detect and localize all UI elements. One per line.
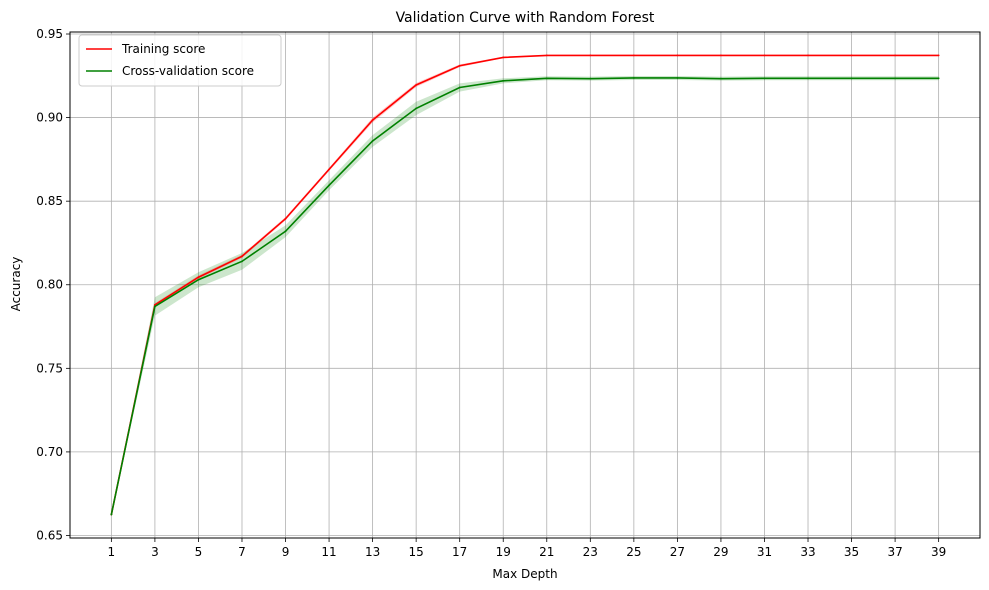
x-tick-label: 1: [108, 545, 116, 559]
grid: [70, 32, 980, 538]
data-point: [284, 230, 287, 233]
series-line-0: [110, 54, 939, 515]
y-tick-label: 0.95: [36, 27, 63, 41]
x-tick-label: 17: [452, 545, 467, 559]
data-point: [545, 77, 548, 80]
y-tick-label: 0.75: [36, 361, 63, 375]
x-tick-label: 29: [713, 545, 728, 559]
data-point: [589, 77, 592, 80]
data-point: [937, 54, 940, 57]
chart-title: Validation Curve with Random Forest: [396, 10, 655, 26]
data-point: [720, 54, 722, 57]
data-point: [328, 184, 330, 187]
x-tick-label: 39: [931, 545, 946, 559]
data-point: [676, 77, 679, 79]
x-tick-label: 33: [800, 545, 815, 559]
data-point: [894, 54, 896, 57]
data-point: [371, 119, 374, 121]
legend-label-0: Training score: [121, 42, 205, 56]
data-point: [328, 168, 330, 171]
data-point: [197, 278, 200, 281]
data-point: [371, 140, 374, 142]
y-tick-label: 0.65: [36, 528, 63, 542]
data-point: [458, 64, 461, 67]
std-band-0: [111, 54, 939, 516]
series-lines: [110, 54, 940, 516]
data-point: [894, 77, 896, 80]
x-tick-label: 19: [496, 545, 511, 559]
data-point: [458, 86, 461, 89]
x-tick-label: 31: [757, 545, 772, 559]
x-tick-label: 7: [238, 545, 246, 559]
data-point: [632, 77, 635, 79]
x-axis-label: Max Depth: [492, 567, 557, 581]
y-tick-label: 0.85: [36, 194, 63, 208]
x-tick-label: 15: [409, 545, 424, 559]
x-tick-label: 25: [626, 545, 641, 559]
x-axis-ticks: 1 3 5 7 9 11 13 15 17 19 21 23 25 27 29 31 33 35 37 39: [108, 538, 946, 559]
legend-label-1: Cross-validation score: [122, 64, 254, 78]
data-point: [850, 77, 853, 80]
std-band-1: [111, 75, 939, 516]
legend: Training score Cross-validation score: [78, 34, 282, 87]
data-point: [197, 276, 200, 279]
std-bands: [111, 54, 939, 516]
data-point: [937, 77, 940, 80]
x-tick-label: 9: [282, 545, 290, 559]
x-tick-label: 37: [887, 545, 902, 559]
data-point: [284, 217, 287, 220]
data-point: [763, 77, 766, 80]
data-point: [154, 303, 156, 306]
data-point: [720, 77, 722, 80]
data-point: [763, 54, 766, 57]
x-tick-label: 5: [195, 545, 203, 559]
data-point: [632, 54, 635, 57]
data-point: [415, 84, 418, 86]
data-point: [589, 54, 592, 57]
y-tick-label: 0.90: [36, 111, 63, 125]
x-tick-label: 13: [365, 545, 380, 559]
x-tick-label: 23: [583, 545, 598, 559]
data-point: [850, 54, 853, 57]
data-point: [545, 54, 548, 57]
x-tick-label: 35: [844, 545, 859, 559]
data-point: [807, 54, 809, 57]
x-tick-label: 11: [321, 545, 336, 559]
x-tick-label: 27: [670, 545, 685, 559]
x-tick-label: 21: [539, 545, 554, 559]
y-tick-label: 0.70: [36, 445, 63, 459]
data-point: [415, 107, 418, 110]
data-point: [502, 79, 505, 82]
data-point: [807, 77, 809, 80]
data-point: [241, 255, 243, 258]
legend-box: [78, 34, 282, 87]
y-axis-ticks: 0.65 0.70 0.75 0.80 0.85 0.90 0.95: [36, 27, 70, 542]
data-point: [110, 513, 113, 516]
y-axis-label: Accuracy: [9, 257, 23, 312]
y-tick-label: 0.80: [36, 278, 63, 292]
data-point: [154, 305, 156, 308]
series-line-1: [110, 77, 939, 515]
data-point: [676, 54, 679, 57]
data-point: [502, 56, 505, 59]
data-point: [241, 260, 243, 263]
x-tick-label: 3: [151, 545, 159, 559]
